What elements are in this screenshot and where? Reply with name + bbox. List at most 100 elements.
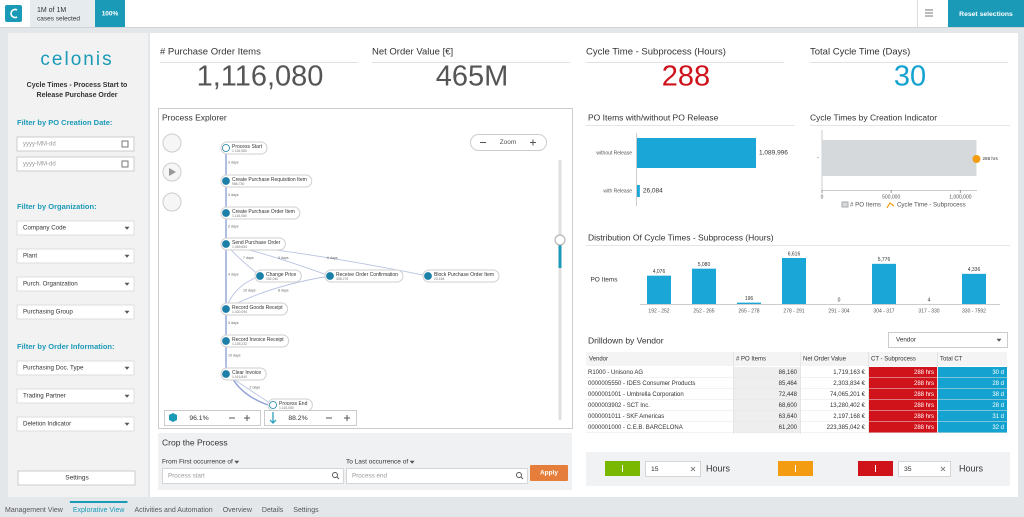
slider-thumb[interactable] xyxy=(554,234,566,246)
bar[interactable] xyxy=(822,140,977,176)
share: 100% xyxy=(102,11,119,18)
dropdown[interactable] xyxy=(16,388,135,404)
threshold-input[interactable] xyxy=(645,461,701,477)
category-label: - xyxy=(817,156,819,162)
bar[interactable] xyxy=(692,268,716,304)
apply-button[interactable] xyxy=(530,465,568,481)
node-count: 1,116,080 xyxy=(232,149,247,153)
bar[interactable] xyxy=(637,138,756,168)
dropdown-label: Plant xyxy=(23,253,37,260)
process-node[interactable] xyxy=(220,367,267,381)
bar[interactable] xyxy=(737,302,761,304)
cell-text: 0000001000 - C.E.B. BARCELONA xyxy=(588,425,683,431)
tool-button[interactable] xyxy=(162,192,182,212)
cell-text: 0000001001 - Umbrella Corporation xyxy=(588,392,684,398)
node-label[interactable]: Record Invoice Receipt xyxy=(232,337,284,343)
dropdown-arrow xyxy=(124,366,130,370)
chart-title: PO Items with/without PO Release xyxy=(588,112,719,122)
dropdown-arrow xyxy=(124,310,130,314)
reset-label[interactable]: Reset selections xyxy=(959,11,1013,18)
settings-button[interactable] xyxy=(17,470,136,486)
line-point[interactable] xyxy=(972,155,981,163)
slider-box[interactable] xyxy=(264,410,357,426)
slider-box[interactable] xyxy=(164,410,261,426)
threshold-input[interactable] xyxy=(898,461,951,477)
crop-input[interactable] xyxy=(346,468,528,484)
tool-button[interactable] xyxy=(162,133,182,153)
tab[interactable]: Settings xyxy=(293,507,319,514)
settings-label[interactable]: Settings xyxy=(65,475,89,482)
vendor-selector[interactable] xyxy=(888,332,1008,348)
cell-text: 28 d xyxy=(992,381,1004,387)
value-label: 196 xyxy=(745,296,754,302)
cell-text: 288 hrs xyxy=(914,392,934,398)
tab[interactable]: Activities and Automation xyxy=(134,507,212,514)
node-label[interactable]: Process Start xyxy=(232,144,263,150)
date-input[interactable] xyxy=(16,136,135,152)
zoom-control[interactable] xyxy=(470,134,547,151)
node-label[interactable]: Change Price xyxy=(266,272,297,278)
process-node[interactable] xyxy=(220,334,290,348)
dropdown[interactable] xyxy=(16,276,135,292)
bar[interactable] xyxy=(637,185,640,197)
bar[interactable] xyxy=(647,275,671,304)
node-label[interactable]: Create Purchase Requisition Item xyxy=(232,177,307,183)
reset-button[interactable] xyxy=(948,0,1024,27)
dropdown[interactable] xyxy=(16,360,135,376)
process-node[interactable] xyxy=(220,206,301,220)
dropdown[interactable] xyxy=(16,416,135,432)
legend-label: Cycle Time - Subprocess xyxy=(897,202,966,209)
cell-text: 13,280,402 € xyxy=(830,403,866,409)
column-header[interactable]: # PO Items xyxy=(736,357,766,363)
tab[interactable]: Details xyxy=(262,507,284,514)
value-label: 5,080 xyxy=(698,262,711,268)
dropdown-label: Purch. Organization xyxy=(23,281,78,288)
process-node[interactable] xyxy=(422,269,500,283)
process-node[interactable] xyxy=(220,141,268,155)
node-label[interactable]: Record Goods Receipt xyxy=(232,305,283,311)
dropdown-label: Trading Partner xyxy=(23,393,66,400)
node-label[interactable]: Process End xyxy=(279,401,308,407)
dropdown[interactable] xyxy=(16,304,135,320)
cell-text: 288 hrs xyxy=(914,370,934,376)
bar[interactable] xyxy=(962,273,986,304)
process-node[interactable] xyxy=(324,269,404,283)
dropdown[interactable] xyxy=(16,248,135,264)
x-tick-label: 330 - 7592 xyxy=(962,308,986,314)
process-node[interactable] xyxy=(220,302,289,316)
x-tick-label: 278 - 291 xyxy=(783,308,804,314)
node-label[interactable]: Create Purchase Order Item xyxy=(232,209,295,215)
table-cell xyxy=(938,378,1007,389)
node-label[interactable]: Receive Order Confirmation xyxy=(336,272,398,278)
table-cell xyxy=(938,367,1007,378)
table-cell xyxy=(734,378,800,389)
dropdown-arrow xyxy=(124,226,130,230)
node-label[interactable]: Block Purchase Order Item xyxy=(434,272,494,278)
process-node[interactable] xyxy=(220,174,313,188)
edge-label: 10 days xyxy=(228,353,241,357)
selection-note: cases selected xyxy=(37,16,80,23)
dropdown-label: Purchasing Doc. Type xyxy=(23,365,84,372)
apply-label[interactable]: Apply xyxy=(540,470,558,477)
calendar-icon xyxy=(121,160,129,168)
dashboard-title: Release Purchase Order xyxy=(37,92,118,99)
tab[interactable]: Overview xyxy=(223,507,253,514)
tab[interactable]: Management View xyxy=(5,507,64,514)
column-header[interactable]: Vendor xyxy=(589,357,608,363)
column-header[interactable]: Net Order Value xyxy=(803,357,847,363)
node-label[interactable]: Clear Invoice xyxy=(232,370,261,376)
search-icon xyxy=(516,472,522,478)
column-header[interactable]: Total CT xyxy=(940,357,963,363)
column-header[interactable]: CT - Subprocess xyxy=(871,357,916,363)
process-node[interactable] xyxy=(220,237,286,251)
zoom-label: Zoom xyxy=(500,139,517,146)
bar[interactable] xyxy=(872,263,896,304)
process-node[interactable] xyxy=(254,269,302,283)
tab[interactable]: Explorative View xyxy=(73,507,126,514)
date-input[interactable] xyxy=(16,156,135,172)
node-label[interactable]: Send Purchase Order xyxy=(232,240,281,246)
process-explorer xyxy=(158,108,573,429)
dropdown[interactable] xyxy=(16,220,135,236)
crop-input[interactable] xyxy=(162,468,344,484)
bar[interactable] xyxy=(782,258,806,304)
